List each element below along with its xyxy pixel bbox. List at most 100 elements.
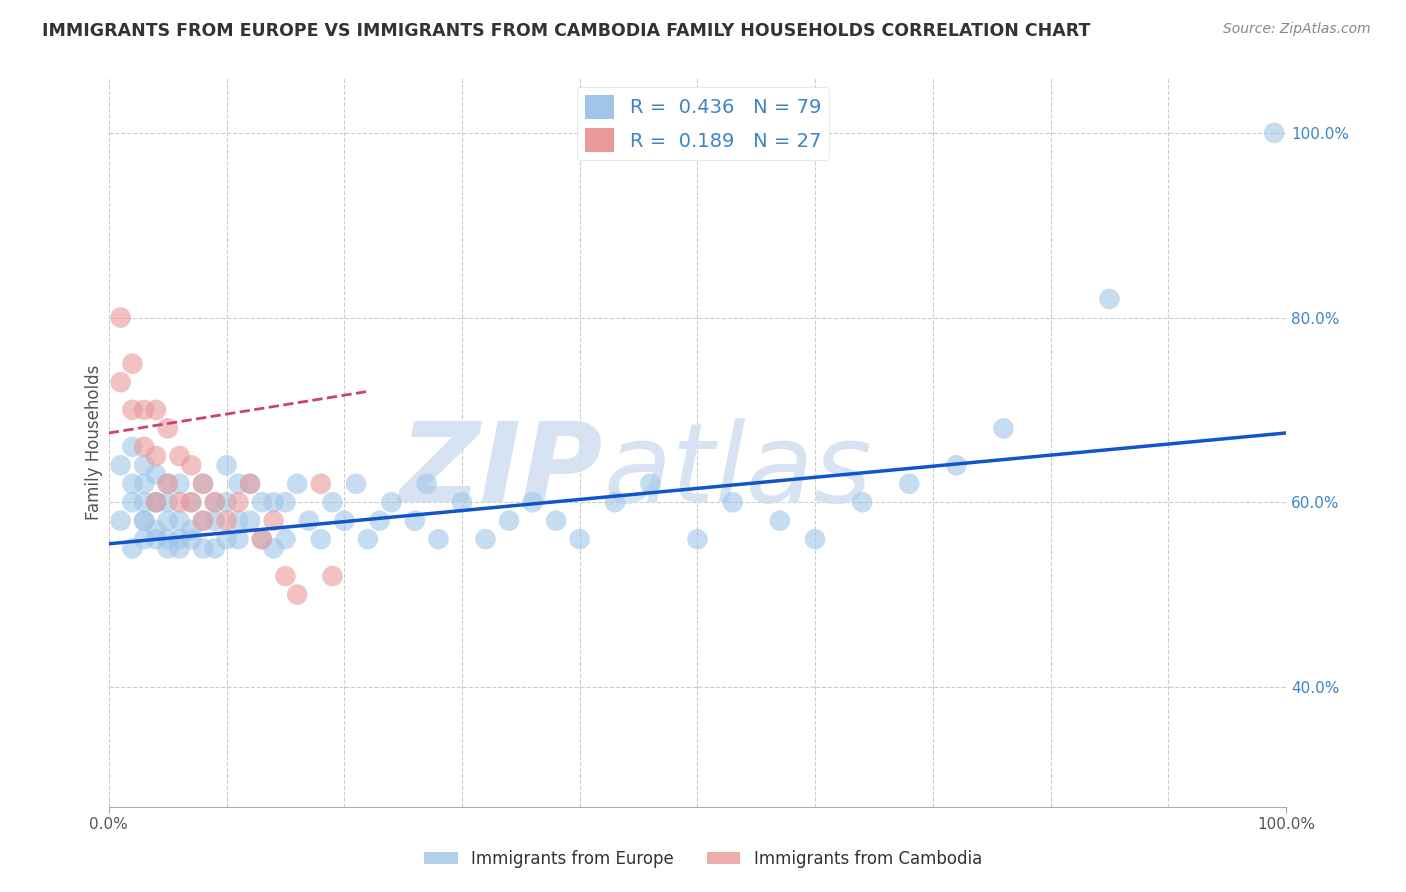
Point <box>169 514 191 528</box>
Point <box>191 514 214 528</box>
Point <box>568 532 591 546</box>
Point <box>121 495 143 509</box>
Legend: Immigrants from Europe, Immigrants from Cambodia: Immigrants from Europe, Immigrants from … <box>418 844 988 875</box>
Point <box>134 532 156 546</box>
Point <box>404 514 426 528</box>
Point <box>134 514 156 528</box>
Point <box>134 403 156 417</box>
Point <box>357 532 380 546</box>
Point <box>180 495 202 509</box>
Point <box>169 449 191 463</box>
Point <box>250 495 273 509</box>
Point <box>121 357 143 371</box>
Point <box>228 514 250 528</box>
Point <box>169 541 191 556</box>
Point <box>204 495 226 509</box>
Point <box>180 523 202 537</box>
Point <box>191 476 214 491</box>
Text: Source: ZipAtlas.com: Source: ZipAtlas.com <box>1223 22 1371 37</box>
Point <box>169 532 191 546</box>
Point <box>134 458 156 473</box>
Point <box>134 495 156 509</box>
Point <box>250 532 273 546</box>
Point <box>239 514 262 528</box>
Point <box>215 458 238 473</box>
Point <box>145 403 167 417</box>
Point <box>156 421 179 435</box>
Point <box>121 440 143 454</box>
Point <box>156 476 179 491</box>
Point <box>215 495 238 509</box>
Point <box>156 541 179 556</box>
Point <box>1263 126 1285 140</box>
Point <box>274 495 297 509</box>
Point <box>204 495 226 509</box>
Point <box>156 514 179 528</box>
Point <box>309 532 332 546</box>
Point <box>180 532 202 546</box>
Point <box>263 514 285 528</box>
Point <box>191 514 214 528</box>
Point <box>898 476 921 491</box>
Point <box>250 532 273 546</box>
Point <box>121 403 143 417</box>
Point <box>204 541 226 556</box>
Point <box>110 514 132 528</box>
Point <box>686 532 709 546</box>
Point <box>110 310 132 325</box>
Point <box>474 532 496 546</box>
Point <box>945 458 967 473</box>
Point <box>110 458 132 473</box>
Point <box>415 476 437 491</box>
Point <box>321 569 343 583</box>
Point <box>169 495 191 509</box>
Point <box>298 514 321 528</box>
Point <box>180 458 202 473</box>
Point <box>274 532 297 546</box>
Point <box>1098 292 1121 306</box>
Point <box>169 476 191 491</box>
Point <box>427 532 450 546</box>
Point <box>156 495 179 509</box>
Point <box>228 476 250 491</box>
Point <box>993 421 1015 435</box>
Point <box>769 514 792 528</box>
Point <box>368 514 391 528</box>
Point <box>344 476 367 491</box>
Point <box>134 476 156 491</box>
Legend: R =  0.436   N = 79, R =  0.189   N = 27: R = 0.436 N = 79, R = 0.189 N = 27 <box>578 87 830 160</box>
Point <box>145 532 167 546</box>
Point <box>804 532 827 546</box>
Point <box>380 495 402 509</box>
Point <box>274 569 297 583</box>
Point <box>228 495 250 509</box>
Point <box>451 495 474 509</box>
Point <box>121 476 143 491</box>
Point <box>145 495 167 509</box>
Point <box>121 541 143 556</box>
Point <box>263 541 285 556</box>
Point <box>498 514 520 528</box>
Point <box>215 514 238 528</box>
Point <box>522 495 544 509</box>
Point <box>134 514 156 528</box>
Point <box>215 532 238 546</box>
Point <box>309 476 332 491</box>
Point <box>285 588 308 602</box>
Point <box>603 495 626 509</box>
Text: ZIP: ZIP <box>399 417 603 524</box>
Point <box>145 467 167 482</box>
Point <box>333 514 356 528</box>
Text: atlas: atlas <box>603 417 872 524</box>
Point <box>228 532 250 546</box>
Point <box>145 449 167 463</box>
Point <box>191 541 214 556</box>
Point <box>145 495 167 509</box>
Text: IMMIGRANTS FROM EUROPE VS IMMIGRANTS FROM CAMBODIA FAMILY HOUSEHOLDS CORRELATION: IMMIGRANTS FROM EUROPE VS IMMIGRANTS FRO… <box>42 22 1091 40</box>
Point <box>851 495 873 509</box>
Point <box>134 440 156 454</box>
Point <box>110 375 132 389</box>
Point <box>640 476 662 491</box>
Point <box>191 476 214 491</box>
Point <box>285 476 308 491</box>
